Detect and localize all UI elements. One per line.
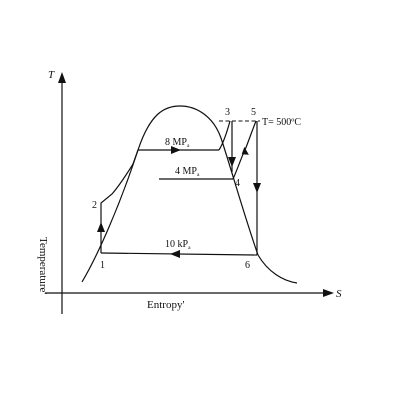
pressure-label-mid: 4 MPa (175, 166, 200, 178)
state-label-6: 6 (245, 260, 250, 271)
y-axis-letter: T (48, 69, 55, 81)
axes (45, 72, 334, 314)
x-axis-letter: S (336, 288, 342, 300)
pressure-low-sub: a (188, 245, 191, 251)
arrow-low-pressure (170, 250, 180, 258)
arrow-5-6 (253, 183, 261, 193)
y-axis-arrowhead (58, 72, 66, 83)
state-label-1: 1 (100, 260, 105, 271)
state-label-2: 2 (92, 200, 97, 211)
pressure-high-sub: a (187, 143, 190, 149)
pressure-high-value: 8 MP (165, 137, 187, 148)
pressure-label-high: 8 MPa (165, 137, 190, 149)
pressure-low-value: 10 kP (165, 239, 189, 250)
y-axis-title: Temperature' (37, 237, 49, 294)
state-label-4: 4 (235, 178, 240, 189)
arrow-3-4 (228, 157, 236, 167)
pressure-label-low: 10 kPa (165, 239, 191, 251)
arrow-high-pressure (171, 146, 181, 154)
x-axis-title: Entropy' (147, 299, 184, 311)
saturation-dome (81, 105, 298, 284)
temperature-label: T= 500ºC (262, 117, 301, 128)
arrow-1-2 (97, 222, 105, 232)
x-axis-arrowhead (323, 289, 334, 297)
pressure-mid-value: 4 MP (175, 166, 197, 177)
superheat-to-3 (218, 120, 231, 151)
pressure-mid-sub: a (197, 172, 200, 178)
process-2-heating (100, 149, 139, 216)
arrow-4-5 (241, 146, 249, 155)
state-label-3: 3 (225, 107, 230, 118)
state-label-5: 5 (251, 107, 256, 118)
